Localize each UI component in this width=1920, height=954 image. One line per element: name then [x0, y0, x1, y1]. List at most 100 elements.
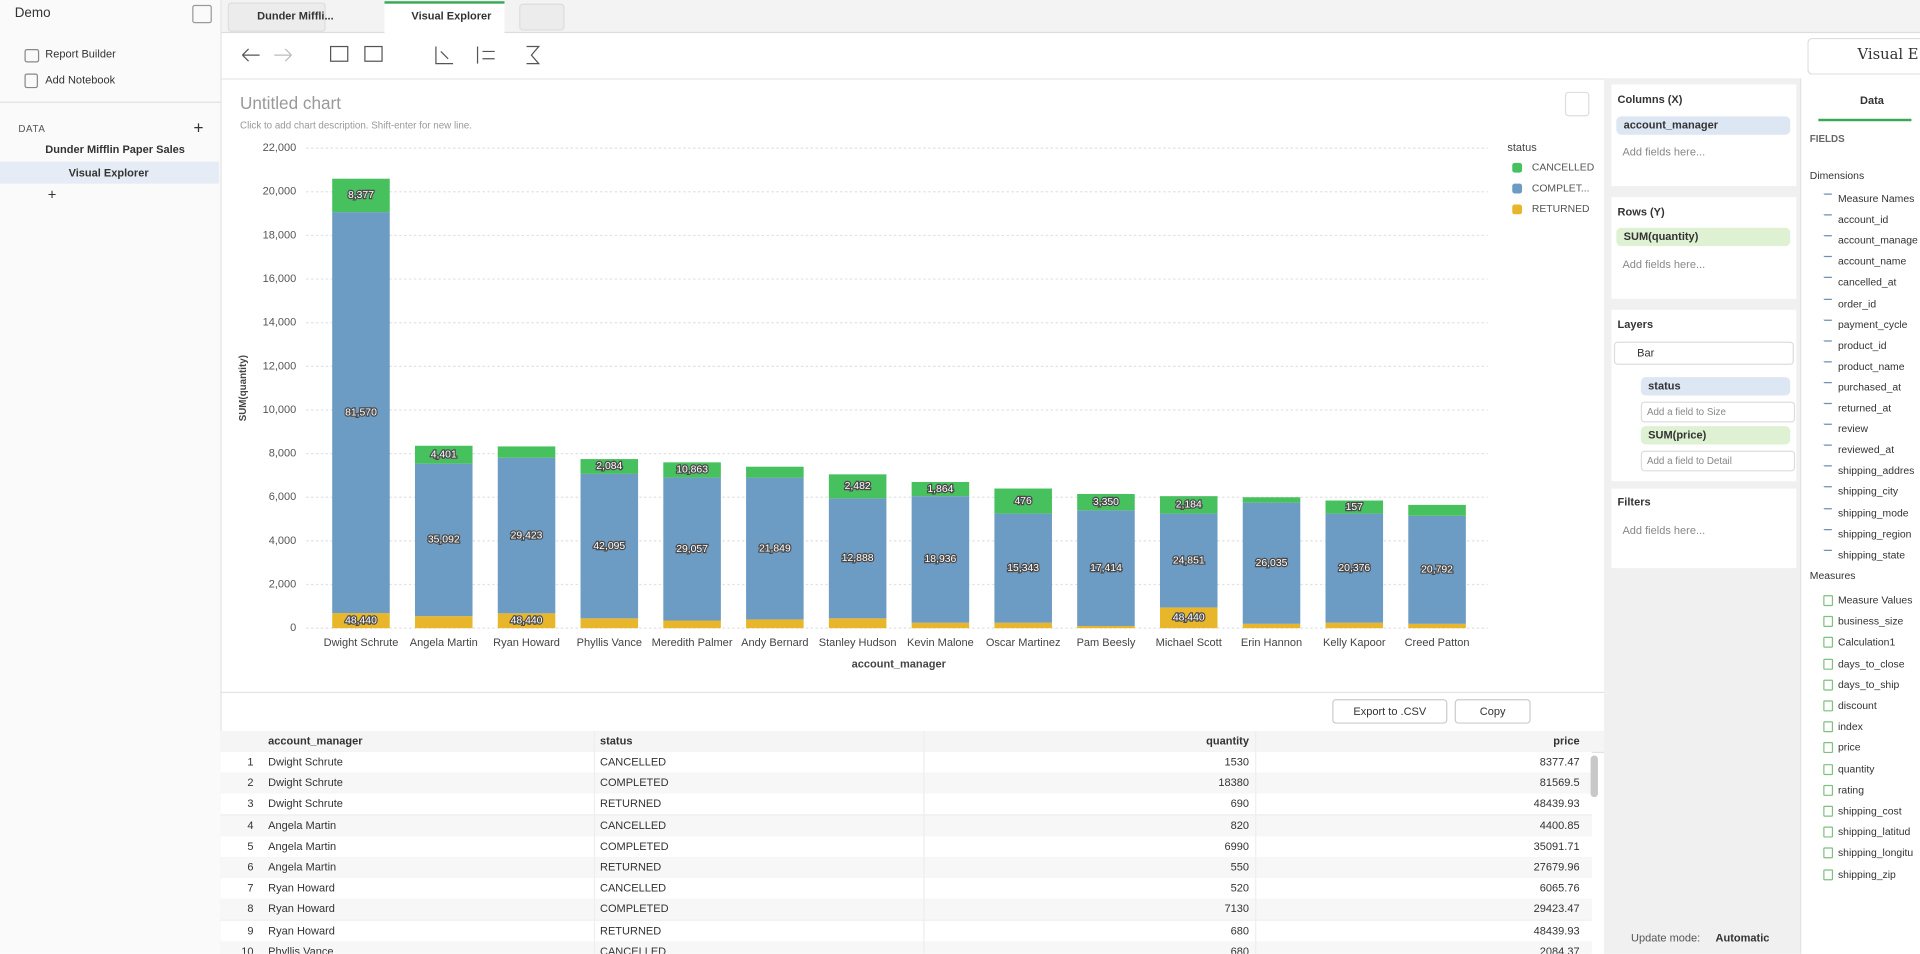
new-tab[interactable] [519, 3, 565, 31]
dimension-field[interactable]: shipping_state [1837, 548, 1906, 561]
settings-button[interactable] [1564, 91, 1590, 117]
nav-item[interactable]: Report Builder [45, 47, 116, 61]
drop-zone[interactable]: Add fields here... [1622, 258, 1706, 271]
source[interactable]: Dunder Mifflin Paper Sales [45, 143, 185, 156]
measure-field[interactable]: Measure Values [1837, 593, 1913, 607]
y-tick-label: 10,000 [263, 404, 297, 416]
x-tick-label: Phyllis Vance [577, 637, 642, 649]
column-divider [923, 731, 925, 954]
column-header[interactable]: status [600, 734, 633, 747]
measure-field[interactable]: days_to_close [1837, 657, 1905, 670]
dimension-field[interactable]: shipping_city [1837, 485, 1899, 498]
dimension-field[interactable]: product_name [1837, 359, 1905, 372]
dimension-field[interactable]: account_id [1837, 213, 1889, 226]
tab-label[interactable]: Dunder Miffli... [257, 9, 334, 23]
dimension-field[interactable]: reviewed_at [1837, 443, 1895, 456]
nav-item[interactable]: Add Notebook [45, 73, 116, 86]
back-icon[interactable] [242, 48, 260, 62]
dimension-field[interactable]: review [1837, 422, 1869, 435]
copy-button[interactable]: Copy [1454, 699, 1531, 724]
measure-field[interactable]: Calculation1 [1837, 635, 1896, 649]
sum-icon[interactable] [526, 45, 541, 65]
field-pill[interactable]: SUM(price) [1640, 426, 1791, 445]
table-cell: 550 [1230, 860, 1249, 874]
dimension-field[interactable]: Measure Names [1837, 192, 1915, 205]
dimension-field[interactable]: account_name [1837, 255, 1907, 268]
measure-field[interactable]: shipping_zip [1837, 867, 1896, 880]
field-icon [1823, 319, 1832, 329]
dimension-field[interactable]: product_id [1837, 338, 1887, 352]
dimension-field[interactable]: order_id [1837, 296, 1877, 310]
bar-segment [911, 622, 970, 629]
table-cell: Dwight Schrute [268, 797, 343, 810]
legend-label: CANCELLED [1532, 163, 1594, 174]
collapse-button[interactable] [192, 4, 212, 24]
data-label: 48,440 [345, 615, 377, 626]
drop-zone[interactable]: Add fields here... [1622, 145, 1706, 158]
shelf-title: Rows (Y) [1617, 205, 1665, 218]
drop-zone[interactable]: Add a field to Detail [1640, 450, 1796, 472]
measure-field[interactable]: shipping_cost [1837, 804, 1902, 817]
field-icon [1823, 700, 1834, 712]
dimension-field[interactable]: returned_at [1837, 401, 1892, 414]
measure-field[interactable]: rating [1837, 783, 1864, 796]
explorer[interactable]: Visual Explorer [68, 166, 149, 179]
panel-tab[interactable]: Data [1860, 94, 1884, 107]
tab-label[interactable]: Visual Explorer [411, 9, 492, 23]
bar-segment [580, 473, 639, 619]
bar-segment [911, 481, 970, 497]
table-row [220, 836, 1592, 859]
dimension-field[interactable]: payment_cycle [1837, 317, 1908, 331]
measure-field[interactable]: days_to_ship [1837, 678, 1900, 691]
icon[interactable] [330, 45, 349, 62]
shelf-title: Filters [1617, 495, 1651, 509]
dimension-field[interactable]: shipping_addres [1837, 464, 1915, 477]
chart-title[interactable]: Untitled chart [240, 93, 342, 113]
measure-field[interactable]: business_size [1837, 614, 1904, 628]
table-cell: Ryan Howard [268, 881, 335, 895]
add-button[interactable]: + [193, 117, 204, 138]
swap-icon[interactable] [435, 46, 454, 65]
tab[interactable] [227, 2, 326, 32]
dimension-field[interactable]: cancelled_at [1837, 275, 1897, 289]
update-mode[interactable]: Automatic [1715, 931, 1770, 945]
measure-field[interactable]: quantity [1837, 762, 1875, 775]
forward-icon[interactable] [274, 48, 292, 62]
column-header[interactable]: account_manager [268, 734, 363, 747]
measure-field[interactable]: shipping_longitu [1837, 846, 1914, 859]
tab[interactable] [384, 1, 505, 35]
field-icon [1823, 784, 1834, 796]
field-pill[interactable]: account_manager [1616, 116, 1791, 135]
sort-icon[interactable] [476, 46, 495, 64]
measure-field[interactable]: price [1837, 741, 1861, 754]
column-header[interactable]: quantity [1206, 734, 1249, 747]
drop-zone[interactable]: Add a field to Size [1640, 401, 1796, 423]
add-button[interactable]: + [47, 186, 57, 204]
drop-zone[interactable]: Add fields here... [1622, 524, 1706, 537]
divider [0, 101, 221, 103]
workspace[interactable]: Demo [14, 6, 51, 21]
row-index: 1 [247, 755, 254, 768]
toolbar-icons[interactable] [233, 39, 576, 71]
column-header[interactable]: price [1553, 734, 1580, 747]
field-pill[interactable]: status [1640, 377, 1791, 396]
data-label: 476 [1015, 496, 1033, 507]
data-label: 81,570 [345, 407, 377, 418]
dimension-field[interactable]: purchased_at [1837, 380, 1902, 393]
mark-select[interactable] [1613, 341, 1794, 365]
measure-field[interactable]: index [1837, 720, 1863, 733]
dimension-field[interactable]: shipping_region [1837, 527, 1912, 540]
chart-description[interactable]: Click to add chart description. Shift-en… [240, 120, 472, 132]
export-button[interactable]: Export to .CSV [1332, 699, 1448, 724]
divider [220, 691, 1605, 694]
measure-field[interactable]: shipping_latitud [1837, 825, 1911, 838]
icon[interactable] [364, 45, 383, 62]
table-cell: CANCELLED [600, 881, 667, 895]
table-cell: 680 [1230, 945, 1249, 954]
field-pill[interactable]: SUM(quantity) [1616, 227, 1791, 247]
mark-type[interactable]: Bar [1637, 346, 1655, 359]
dimension-field[interactable]: shipping_mode [1837, 506, 1909, 519]
measure-field[interactable]: discount [1837, 699, 1877, 712]
data-label: 2,084 [596, 461, 622, 472]
dimension-field[interactable]: account_manage [1837, 234, 1918, 247]
